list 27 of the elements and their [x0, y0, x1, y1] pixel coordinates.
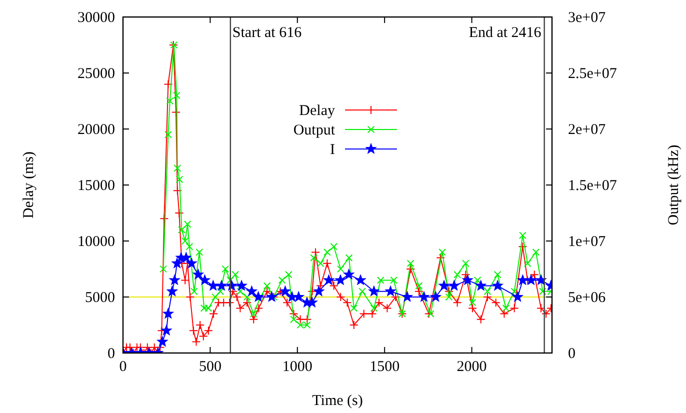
y-tick-label: 20000	[78, 122, 115, 138]
ref-line-label: End at 2416	[468, 25, 542, 41]
y-tick-label: 25000	[78, 66, 115, 82]
ref-line-label: Start at 616	[232, 25, 302, 41]
y-tick-label: 10000	[78, 234, 115, 250]
y2-tick-label: 1e+07	[568, 234, 606, 250]
y2-tick-label: 2e+07	[568, 122, 606, 138]
y-tick-label: 15000	[78, 178, 115, 194]
y2-tick-label: 5e+06	[568, 290, 606, 306]
y-tick-label: 0	[108, 346, 115, 362]
x-tick-label: 500	[198, 359, 222, 375]
y2-tick-label: 3e+07	[568, 10, 606, 26]
y-axis-title: Delay (ms)	[21, 151, 37, 219]
x-tick-label: 1000	[282, 359, 312, 375]
legend-label: Delay	[299, 103, 336, 119]
y-tick-label: 5000	[85, 290, 115, 306]
y2-axis-title: Output (kHz)	[666, 144, 682, 226]
y2-tick-label: 1.5e+07	[568, 178, 618, 194]
y-tick-label: 30000	[78, 10, 115, 26]
x-tick-label: 2000	[456, 359, 487, 375]
y2-tick-label: 0	[568, 346, 576, 362]
x-tick-label: 1500	[370, 359, 400, 375]
y2-tick-label: 2.5e+07	[568, 66, 618, 82]
legend-label: Output	[293, 122, 336, 138]
x-axis-title: Time (s)	[312, 393, 363, 409]
legend-label: I	[330, 142, 335, 158]
x-tick-label: 0	[119, 359, 127, 375]
